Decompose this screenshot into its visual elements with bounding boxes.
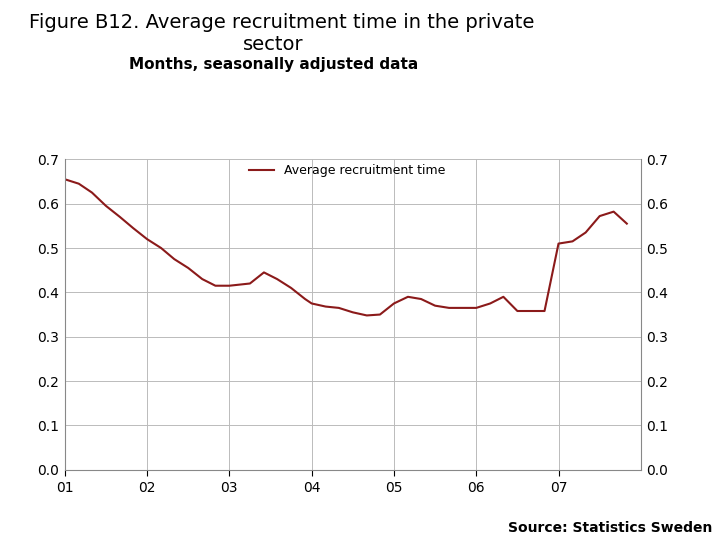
- Text: sector: sector: [243, 35, 304, 54]
- Text: Months, seasonally adjusted data: Months, seasonally adjusted data: [129, 57, 418, 72]
- Text: Source: Statistics Sweden: Source: Statistics Sweden: [508, 521, 713, 535]
- Text: SVERIGES
RIKSBANK: SVERIGES RIKSBANK: [648, 49, 688, 62]
- Text: ⊙⊙: ⊙⊙: [652, 16, 684, 35]
- Legend: Average recruitment time: Average recruitment time: [244, 159, 450, 183]
- Text: Figure B12. Average recruitment time in the private: Figure B12. Average recruitment time in …: [29, 14, 534, 32]
